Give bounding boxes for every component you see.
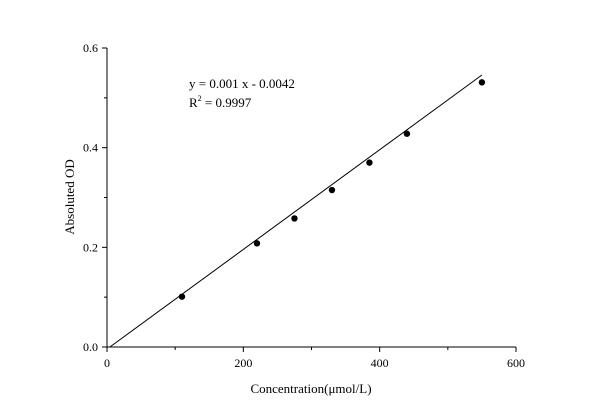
y-tick-label: 0.0 [83, 340, 98, 354]
equation-label: y = 0.001 x - 0.0042 [189, 76, 295, 91]
fit-line [110, 74, 483, 348]
x-tick-label: 0 [104, 356, 110, 370]
x-tick-label: 400 [371, 356, 389, 370]
data-point [291, 215, 298, 222]
y-tick-label: 0.6 [83, 41, 98, 55]
data-point [328, 186, 336, 194]
x-axis-title: Concentration(μmol/L) [250, 381, 371, 396]
x-tick-label: 200 [234, 356, 252, 370]
r-squared-prefix: R [189, 95, 198, 110]
y-tick-label: 0.2 [83, 240, 98, 254]
data-point [366, 159, 373, 166]
points-group [178, 79, 486, 300]
data-point [178, 293, 186, 300]
ticks-group: 0 200 400 600 0.0 0.2 0.4 0.6 [83, 41, 525, 370]
r-squared-value: = 0.9997 [202, 95, 252, 110]
y-tick-label: 0.4 [83, 141, 98, 155]
axes-group [106, 48, 516, 348]
data-point [403, 130, 411, 137]
data-point [478, 79, 486, 86]
r-squared-label: R2 = 0.9997 [189, 94, 252, 110]
r-squared-superscript: 2 [198, 94, 202, 103]
fit-group [110, 74, 483, 348]
data-point [253, 240, 261, 247]
y-axis-title: Absoluted OD [62, 159, 77, 234]
x-tick-label: 600 [507, 356, 525, 370]
